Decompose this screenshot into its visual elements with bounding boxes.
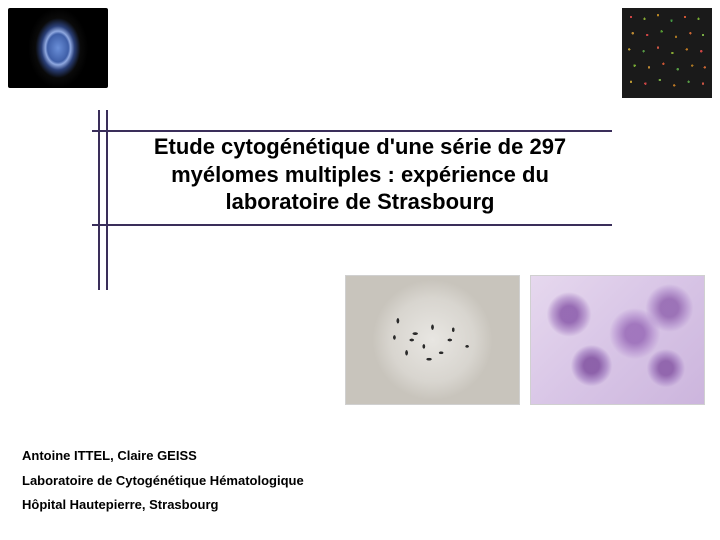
chromosome-fluorescent-image [8,8,108,88]
microarray-dots-image [622,8,712,98]
slide-title: Etude cytogénétique d'une série de 297 m… [90,133,620,224]
credits-lab: Laboratoire de Cytogénétique Hématologiq… [22,469,304,494]
credits-block: Antoine ITTEL, Claire GEISS Laboratoire … [22,444,304,518]
title-block: Etude cytogénétique d'une série de 297 m… [90,133,620,224]
plasma-cells-stain-image [530,275,705,405]
title-rule-top [92,130,612,132]
credits-hospital: Hôpital Hautepierre, Strasbourg [22,493,304,518]
credits-authors: Antoine ITTEL, Claire GEISS [22,444,304,469]
metaphase-chromosomes-image [345,275,520,405]
title-rule-bottom [92,224,612,226]
